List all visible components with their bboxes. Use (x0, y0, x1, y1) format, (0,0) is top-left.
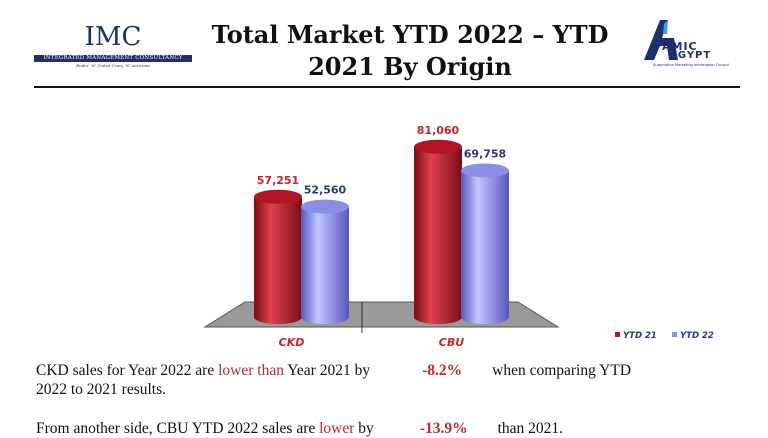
bar-ckd-ytd22 (301, 199, 349, 324)
imc-logo-tagline: Rudin' 'N' Coded Crazy 'N' Accurate (76, 63, 150, 68)
imc-logo-wordmark: IMC (84, 22, 142, 52)
p1-percent: -8.2% (422, 362, 463, 379)
legend-swatch (615, 332, 620, 337)
page-title: Total Market YTD 2022 – YTD 2021 By Orig… (195, 19, 625, 83)
category-label: CBU (439, 336, 464, 349)
p2-text-c: than 2021. (497, 420, 564, 437)
p2-text-a: From another side, CBU YTD 2022 sales ar… (36, 420, 320, 437)
legend-label: YTD 22 (680, 331, 714, 341)
bar-chart: 57,251 52,560 CKD 81,060 69,758 CBU YTD 21 YTD … (203, 124, 714, 349)
amic-logo-top: AMIC (662, 40, 698, 53)
amic-logo-bottom: EGYPT (670, 50, 712, 61)
p1-text-a: CKD sales for Year 2022 are (36, 362, 219, 379)
category-label: CKD (279, 336, 305, 349)
commentary-ckd: CKD sales for Year 2022 are lower than Y… (36, 361, 726, 399)
bar-cbu-ytd21 (414, 139, 462, 324)
p2-percent: -13.9% (419, 420, 468, 437)
page-title-line1: Total Market YTD 2022 – YTD (211, 20, 609, 49)
amic-logo: AMIC EGYPT Automotive Marketing Informat… (638, 18, 744, 72)
p1-text-d: 2022 to 2021 results. (36, 381, 167, 398)
amic-logo-subtitle: Automotive Marketing Information Council (652, 63, 730, 67)
data-label: 69,758 (464, 148, 506, 161)
legend-label: YTD 21 (623, 331, 657, 341)
p2-highlight: lower (319, 420, 355, 437)
p1-text-c: when comparing YTD (492, 362, 632, 379)
data-label: 81,060 (417, 124, 460, 137)
page-title-line2: 2021 By Origin (308, 52, 512, 81)
amic-logo-mark (644, 20, 678, 60)
bar-ckd-ytd21 (254, 189, 302, 324)
imc-logo-band: INTEGRATED MANAGEMENT CONSULTANCY (34, 55, 192, 62)
bar-cbu-ytd22 (461, 163, 509, 324)
data-label: 57,251 (257, 174, 299, 187)
p1-text-b: Year 2021 by (283, 362, 371, 379)
p1-highlight: lower than (218, 362, 284, 379)
header-divider (34, 86, 740, 88)
legend-swatch (672, 332, 677, 337)
p2-text-b: by (354, 420, 374, 437)
data-label: 52,560 (304, 184, 347, 197)
commentary-cbu: From another side, CBU YTD 2022 sales ar… (36, 419, 726, 438)
imc-logo: IMC INTEGRATED MANAGEMENT CONSULTANCY Ru… (34, 22, 192, 68)
